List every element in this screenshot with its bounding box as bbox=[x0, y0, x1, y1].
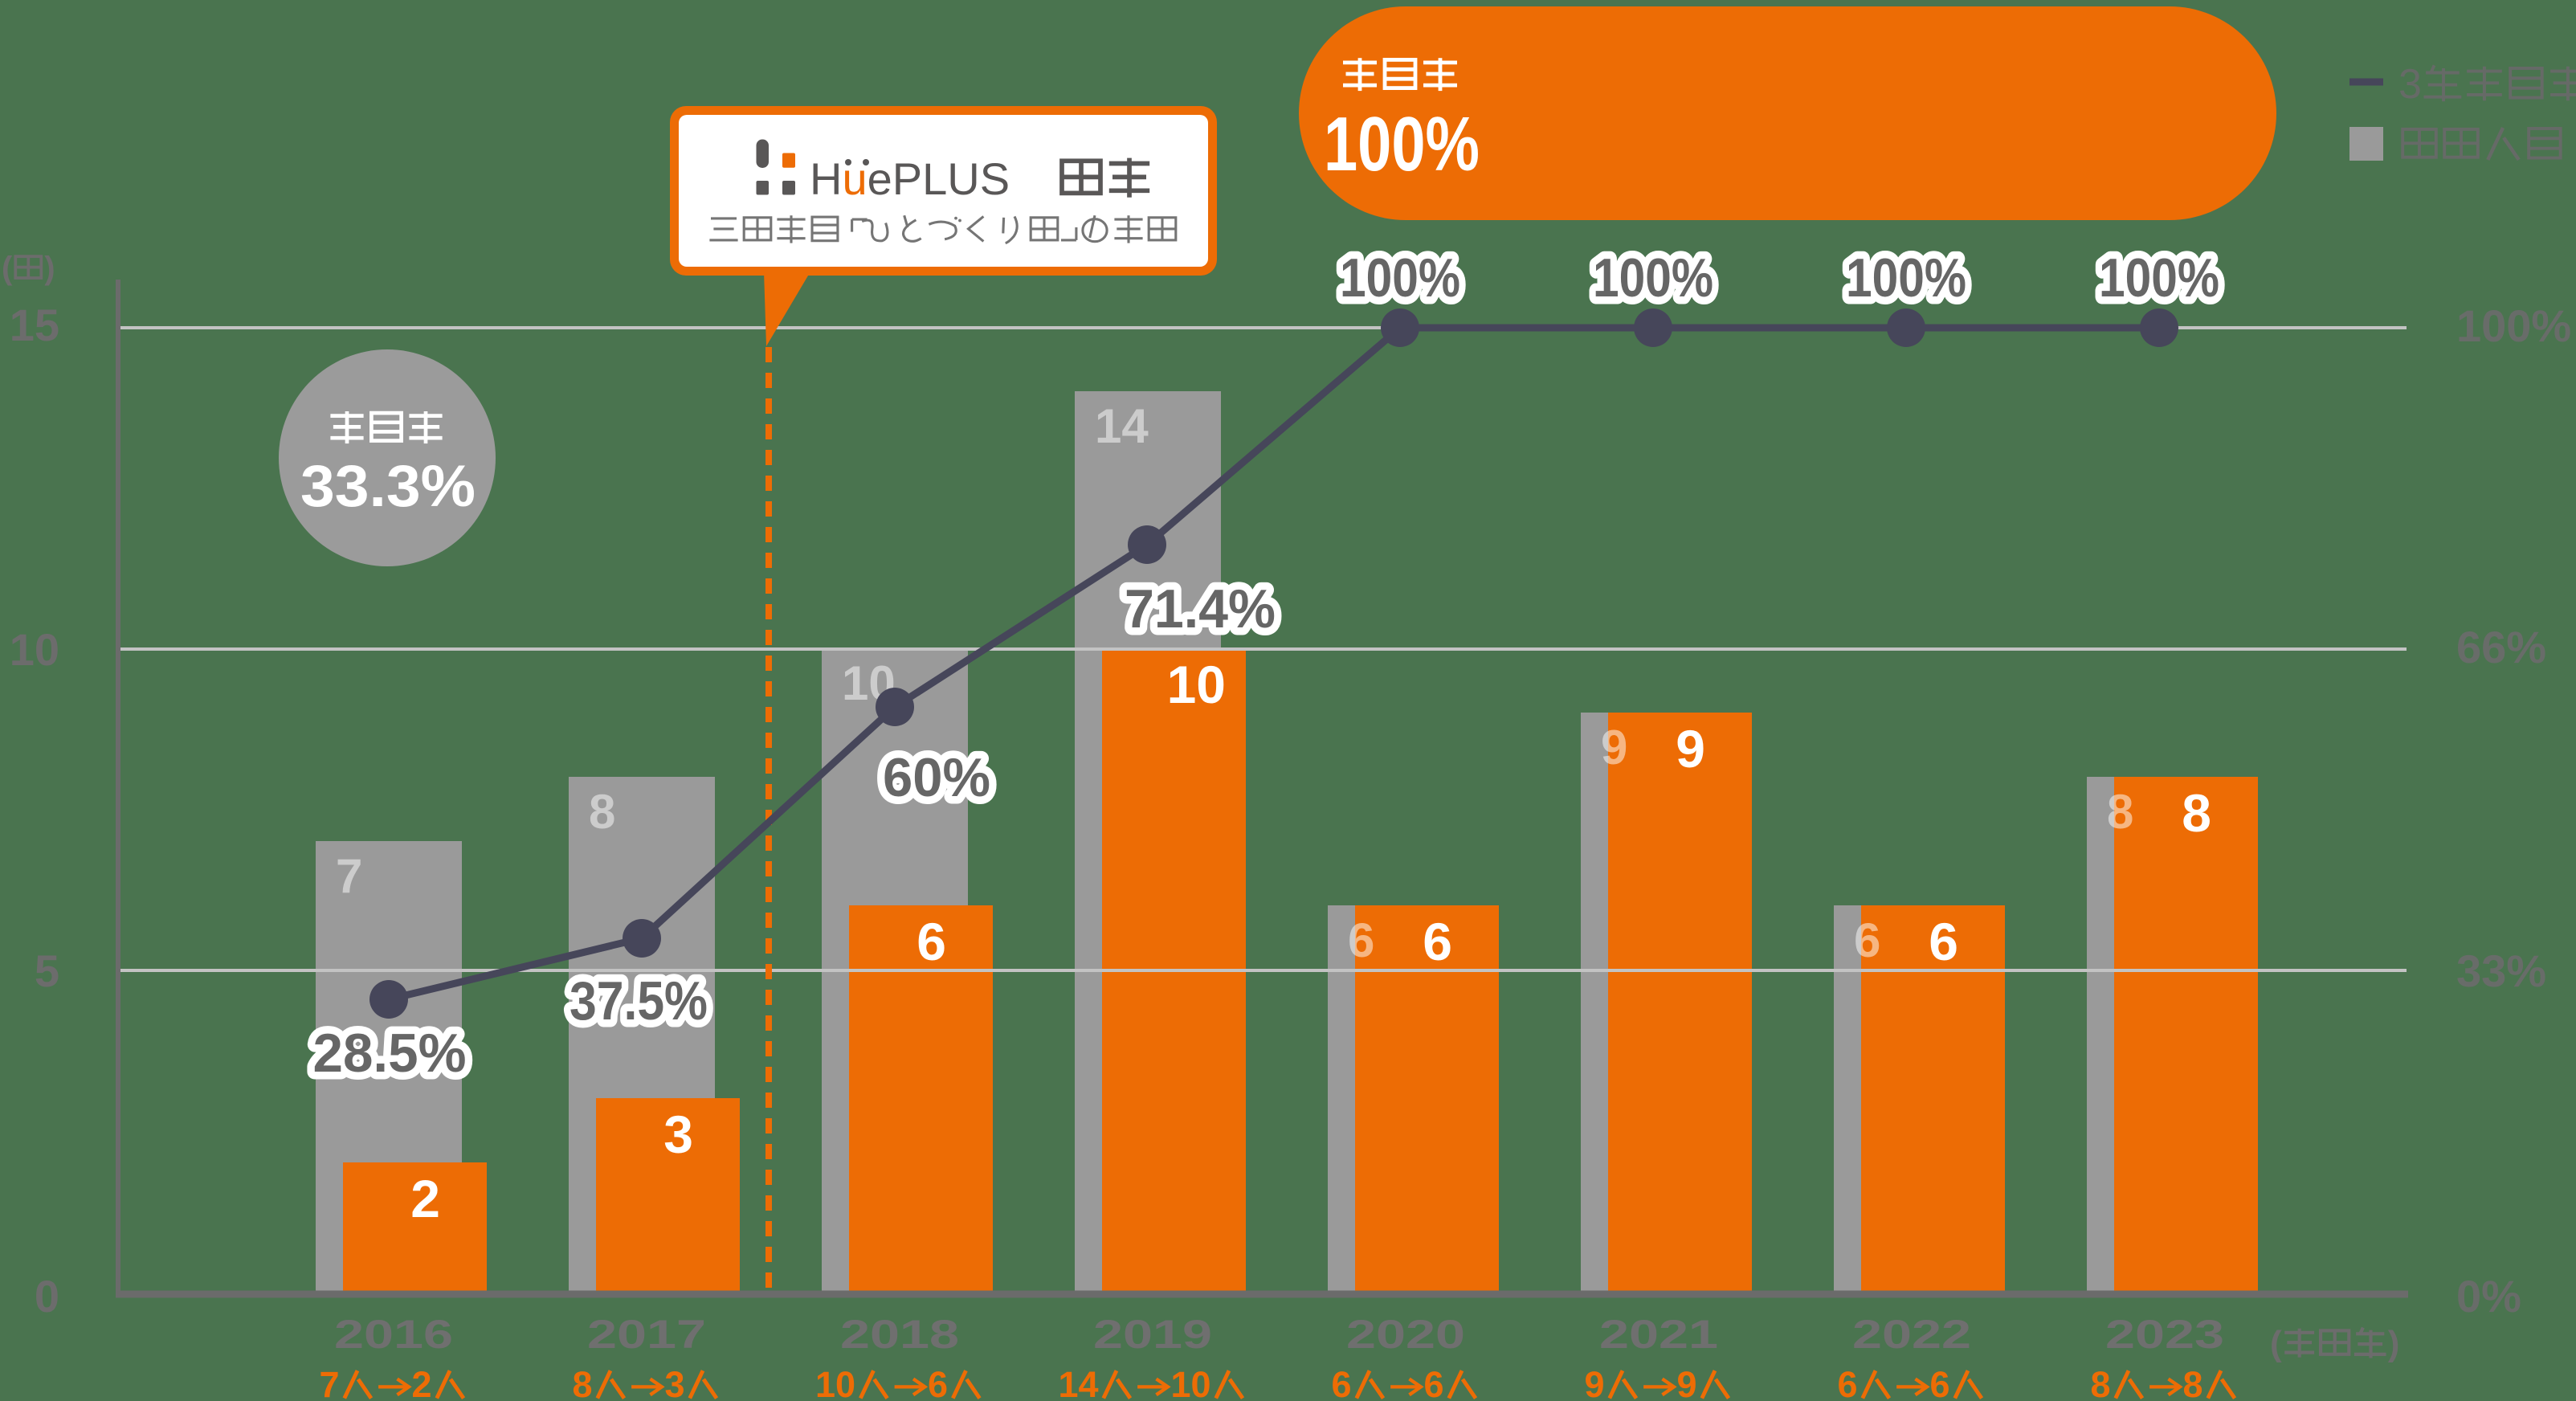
svg-text:5: 5 bbox=[35, 946, 59, 996]
svg-text:6: 6 bbox=[928, 1364, 948, 1401]
svg-text:10: 10 bbox=[10, 624, 59, 675]
svg-text:14: 14 bbox=[1059, 1364, 1099, 1401]
svg-text:33%: 33% bbox=[2456, 946, 2546, 996]
svg-text:9: 9 bbox=[1601, 721, 1627, 774]
svg-text:28.5%: 28.5% bbox=[313, 1023, 467, 1084]
svg-text:6: 6 bbox=[1423, 912, 1452, 971]
svg-text:100%: 100% bbox=[1340, 247, 1460, 308]
svg-text:100%: 100% bbox=[2099, 247, 2219, 308]
svg-text:37.5%: 37.5% bbox=[569, 970, 708, 1031]
svg-text:(: ( bbox=[2, 251, 13, 286]
svg-text:2020: 2020 bbox=[1346, 1312, 1465, 1357]
svg-text:100%: 100% bbox=[1846, 247, 1966, 308]
svg-text:6: 6 bbox=[1930, 1364, 1950, 1401]
svg-text:2: 2 bbox=[410, 1169, 440, 1228]
svg-text:100%: 100% bbox=[1324, 101, 1480, 187]
svg-text:8: 8 bbox=[2182, 783, 2211, 843]
svg-text:(: ( bbox=[2270, 1324, 2282, 1363]
svg-text:2017: 2017 bbox=[587, 1312, 706, 1357]
svg-text:14: 14 bbox=[1095, 399, 1149, 453]
svg-text:6: 6 bbox=[1929, 912, 1958, 971]
svg-text:3: 3 bbox=[663, 1105, 693, 1164]
svg-text:2018: 2018 bbox=[840, 1312, 959, 1357]
svg-text:9: 9 bbox=[1585, 1364, 1605, 1401]
svg-text:2016: 2016 bbox=[334, 1312, 453, 1357]
svg-text:10: 10 bbox=[815, 1364, 855, 1401]
svg-text:71.4%: 71.4% bbox=[1125, 578, 1276, 639]
svg-text:3: 3 bbox=[2398, 61, 2422, 108]
svg-text:9: 9 bbox=[1676, 719, 1705, 778]
svg-text:60%: 60% bbox=[883, 747, 990, 808]
svg-text:6: 6 bbox=[917, 912, 946, 971]
svg-text:15: 15 bbox=[10, 300, 59, 350]
svg-text:100%: 100% bbox=[2456, 300, 2571, 351]
svg-text:8: 8 bbox=[2183, 1364, 2203, 1401]
svg-text:): ) bbox=[2388, 1324, 2400, 1363]
svg-text:7: 7 bbox=[336, 849, 362, 903]
svg-text:10: 10 bbox=[1171, 1364, 1211, 1401]
svg-text:66%: 66% bbox=[2456, 622, 2546, 672]
svg-text:8: 8 bbox=[2107, 785, 2133, 839]
svg-text:6: 6 bbox=[1348, 913, 1374, 967]
svg-text:2: 2 bbox=[412, 1364, 432, 1401]
svg-text:6: 6 bbox=[1854, 913, 1880, 967]
svg-text:8: 8 bbox=[2091, 1364, 2111, 1401]
svg-text:0: 0 bbox=[35, 1271, 59, 1321]
svg-text:6: 6 bbox=[1838, 1364, 1858, 1401]
svg-text:2023: 2023 bbox=[2105, 1312, 2224, 1357]
svg-text:100%: 100% bbox=[1593, 247, 1713, 308]
svg-text:8: 8 bbox=[573, 1364, 593, 1401]
svg-text:6: 6 bbox=[1332, 1364, 1352, 1401]
svg-text:10: 10 bbox=[1167, 655, 1226, 714]
svg-text:3: 3 bbox=[665, 1364, 685, 1401]
svg-text:33.3%: 33.3% bbox=[300, 454, 476, 519]
svg-text:): ) bbox=[44, 251, 55, 286]
svg-text:2019: 2019 bbox=[1093, 1312, 1212, 1357]
svg-text:9: 9 bbox=[1677, 1364, 1697, 1401]
svg-text:2022: 2022 bbox=[1852, 1312, 1971, 1357]
svg-text:2021: 2021 bbox=[1599, 1312, 1718, 1357]
svg-text:0%: 0% bbox=[2456, 1271, 2521, 1321]
svg-text:6: 6 bbox=[1424, 1364, 1444, 1401]
svg-text:HuePLUS: HuePLUS bbox=[810, 153, 1010, 204]
svg-text:7: 7 bbox=[320, 1364, 340, 1401]
svg-text:8: 8 bbox=[589, 785, 615, 839]
